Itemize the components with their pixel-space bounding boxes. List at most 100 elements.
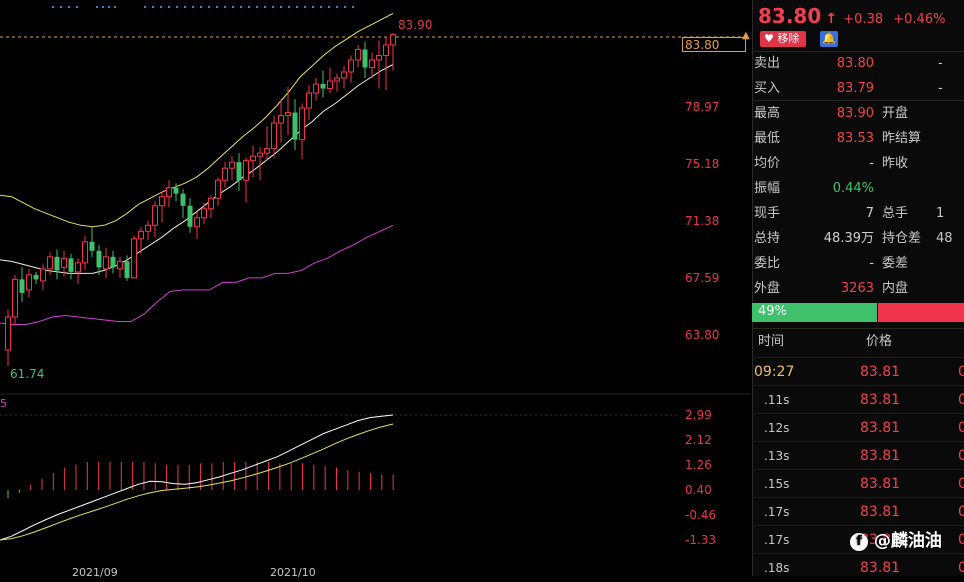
candle [5, 309, 11, 366]
tick-extra: 0 [958, 504, 964, 520]
buy-price: 83.79 [836, 81, 874, 96]
buy-label: 买入 [754, 81, 781, 96]
candle [201, 202, 207, 224]
dotted-marker-strip [50, 0, 370, 8]
stat-row: 总持 48.39万 持仓差 48 [752, 227, 964, 251]
candle [215, 177, 221, 206]
tick-extra: 0 [958, 476, 964, 492]
candle [47, 252, 53, 275]
candle [376, 40, 382, 89]
up-arrow-icon: ↑ [825, 11, 838, 27]
sell-price: 83.80 [836, 56, 874, 71]
candle [229, 156, 235, 181]
candle [124, 255, 130, 281]
candle [313, 77, 319, 101]
candle [257, 147, 263, 181]
stat-value-2: 48 [936, 231, 953, 246]
current-price-tag: 83.80 [682, 37, 746, 52]
candle [292, 99, 298, 151]
candle [320, 70, 326, 98]
blue-dots [52, 6, 354, 8]
tick-time: .17s [764, 505, 790, 519]
candle [390, 32, 396, 71]
stat-label: 均价 [754, 156, 781, 171]
divider [752, 328, 964, 329]
sell-volume: - [938, 56, 943, 71]
candle [19, 267, 25, 302]
candle [187, 198, 193, 233]
candle [355, 44, 361, 68]
tick-row: .15s 83.81 0 [752, 469, 964, 498]
stat-value: 7 [865, 206, 874, 221]
ratio-label: 49% [758, 304, 787, 319]
ratio-buy-segment: 49% [752, 303, 877, 322]
price-change-pct: +0.46% [893, 12, 946, 27]
watermark: f @麟油油 [850, 526, 942, 551]
tick-row: .11s 83.81 0 [752, 385, 964, 414]
macd-indicator [0, 414, 394, 541]
tick-time: .15s [764, 477, 790, 491]
candle [61, 250, 67, 277]
tick-row: .17s 83.81 0 [752, 525, 964, 554]
macd-axis-tick: 0.40 [685, 483, 712, 497]
stat-label-2: 持仓差 [882, 231, 922, 246]
candle [68, 253, 74, 280]
tick-price: 83.81 [860, 504, 901, 520]
macd-axis-tick: 1.26 [685, 458, 712, 472]
tick-price: 83.81 [860, 392, 901, 408]
tick-price: 83.81 [860, 532, 901, 548]
stat-value-2: 1 [936, 206, 945, 221]
upper-band-line [0, 12, 394, 228]
last-price: 83.80 [758, 4, 822, 28]
candle [243, 157, 249, 203]
stat-label: 最低 [754, 131, 781, 146]
sell-label: 卖出 [754, 56, 781, 71]
tick-price: 83.81 [860, 420, 901, 436]
candle [103, 247, 109, 278]
tick-price: 83.81 [860, 364, 901, 380]
bell-icon[interactable]: 🔔 [820, 31, 838, 47]
macd-left-label: 5 [0, 397, 7, 410]
lower-band-line [0, 224, 394, 325]
bollinger-bands [0, 12, 394, 325]
candle [334, 73, 340, 92]
macd-dea-line [0, 423, 394, 541]
remove-watchlist-button[interactable]: ♥ 移除 [760, 31, 806, 47]
candle [152, 201, 158, 238]
candle [89, 226, 95, 257]
candle [369, 52, 375, 78]
buy-volume: - [938, 81, 943, 96]
ticks-header: 时间 价格 [752, 330, 964, 354]
ticks-price-header: 价格 [866, 334, 893, 349]
stat-row: 现手 7 总手 1 [752, 202, 964, 226]
tick-time: .11s [764, 393, 790, 407]
candle [306, 85, 312, 121]
candle [75, 258, 81, 284]
candle [299, 103, 305, 160]
stat-label-2: 内盘 [882, 281, 909, 296]
stat-row: 振幅 0.44% [752, 177, 964, 201]
tick-price: 83.81 [860, 476, 901, 492]
date-label: 2021/10 [270, 566, 316, 579]
date-label: 2021/09 [72, 566, 118, 579]
stat-label-2: 总手 [882, 206, 909, 221]
high-price-label: 83.90 [398, 18, 433, 32]
candle [222, 162, 228, 188]
candle [194, 211, 200, 239]
stat-label: 振幅 [754, 181, 781, 196]
macd-axis-tick: 2.12 [685, 433, 712, 447]
candle [173, 183, 179, 202]
tick-row: .17s 83.81 0 [752, 497, 964, 526]
stat-value: - [869, 256, 874, 271]
candle [12, 274, 18, 325]
tick-extra: 0 [958, 560, 964, 576]
candle [166, 180, 172, 208]
candle [362, 41, 368, 78]
stat-value: 0.44% [832, 181, 874, 196]
kline-chart[interactable] [0, 0, 750, 576]
candle [208, 195, 214, 218]
tick-price: 83.81 [860, 560, 901, 576]
stat-label: 最高 [754, 106, 781, 121]
tick-time: .18s [764, 561, 790, 575]
candle [250, 145, 256, 178]
